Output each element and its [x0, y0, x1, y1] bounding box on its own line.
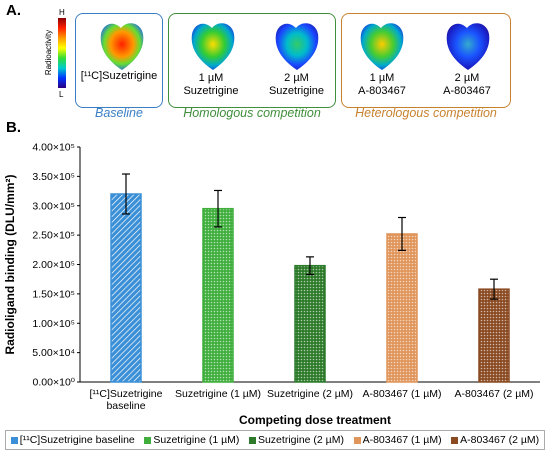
bar-pattern: [478, 288, 510, 383]
suzetrigine-1um-heart-image: [191, 23, 235, 70]
baseline-heart-image: [100, 23, 144, 70]
legend-item: A-803467 (2 µM): [451, 434, 539, 446]
a803467-2um-heart-image: [446, 23, 490, 70]
homologous-group-box: [168, 13, 336, 108]
x-tick-label: Suzetrigine (1 µM): [175, 388, 261, 400]
suzetrigine-1um-image-label: 1 µM Suzetrigine: [183, 72, 239, 97]
legend-label: Suzetrigine (1 µM): [153, 434, 240, 446]
y-tick-label: 0.00×10⁰: [33, 377, 76, 389]
y-tick-label: 1.00×10⁵: [32, 318, 75, 330]
colorbar-title: Radioactivity: [44, 29, 54, 76]
suzetrigine-2um-image-label: 2 µM Suzetrigine: [268, 72, 325, 97]
heterologous-caption: Heterologous competition: [355, 106, 497, 120]
legend-swatch: [10, 436, 18, 444]
baseline-group-box: [75, 13, 163, 108]
heterologous-group-box: [341, 13, 511, 108]
a803467-1um-heart-image: [360, 23, 404, 70]
legend-item: Suzetrigine (1 µM): [144, 434, 239, 446]
suzetrigine-2um-heart-image: [275, 23, 319, 70]
legend-swatch: [144, 436, 152, 444]
legend-item: Suzetrigine (2 µM): [248, 434, 344, 446]
radioligand-binding-bar-chart: 0.00×10⁰ 5.00×10⁴ 1.00×10⁵ 1.50×10⁵ 2.00×10⁵…: [3, 142, 540, 427]
baseline-caption: Baseline: [95, 106, 143, 120]
x-tick-label: A-803467 (2 µM): [454, 388, 533, 400]
legend-swatch: [248, 436, 256, 444]
legend-label: [¹¹C]Suzetrigine baseline: [19, 434, 135, 446]
baseline-image-label: [¹¹C]Suzetrigine: [80, 70, 158, 82]
y-tick-label: 5.00×10⁴: [32, 347, 75, 359]
legend-label: A-803467 (2 µM): [460, 434, 540, 446]
colorbar-high-label: H: [59, 8, 65, 17]
bar-pattern: [294, 264, 326, 383]
bar-pattern: [110, 193, 142, 383]
y-axis-label: Radioligand binding (DLU/mm²): [3, 175, 17, 355]
y-tick-label: 1.50×10⁵: [32, 288, 75, 300]
x-tick-label: [¹¹C]Suzetrigine baseline: [90, 388, 163, 412]
a803467-2um-image-label: 2 µM A-803467: [443, 72, 491, 97]
panel-a-label: A.: [6, 2, 21, 19]
homologous-caption: Homologous competition: [183, 106, 321, 120]
a803467-1um-image-label: 1 µM A-803467: [358, 72, 406, 97]
legend-swatch: [353, 436, 361, 444]
chart-legend: [¹¹C]Suzetrigine baseline Suzetrigine (1 …: [5, 430, 545, 450]
legend-item: [¹¹C]Suzetrigine baseline: [10, 434, 135, 446]
legend-swatch: [451, 436, 459, 444]
legend-label: A-803467 (1 µM): [362, 434, 442, 446]
x-axis-label: Competing dose treatment: [239, 413, 391, 427]
colorbar-low-label: L: [59, 90, 64, 99]
y-tick-label: 3.00×10⁵: [32, 200, 75, 212]
x-tick-label: A-803467 (1 µM): [362, 388, 441, 400]
y-tick-label: 4.00×10⁵: [32, 142, 75, 154]
panel-b-label: B.: [6, 119, 21, 136]
legend-label: Suzetrigine (2 µM): [257, 434, 344, 446]
bar-pattern: [386, 233, 418, 383]
y-tick-label: 2.50×10⁵: [32, 230, 75, 242]
x-tick-label: Suzetrigine (2 µM): [267, 388, 353, 400]
bar-pattern: [202, 207, 234, 383]
y-tick-label: 3.50×10⁵: [32, 171, 75, 183]
legend-item: A-803467 (1 µM): [353, 434, 442, 446]
radioactivity-colorbar: [58, 18, 66, 88]
y-tick-label: 2.00×10⁵: [32, 259, 75, 271]
